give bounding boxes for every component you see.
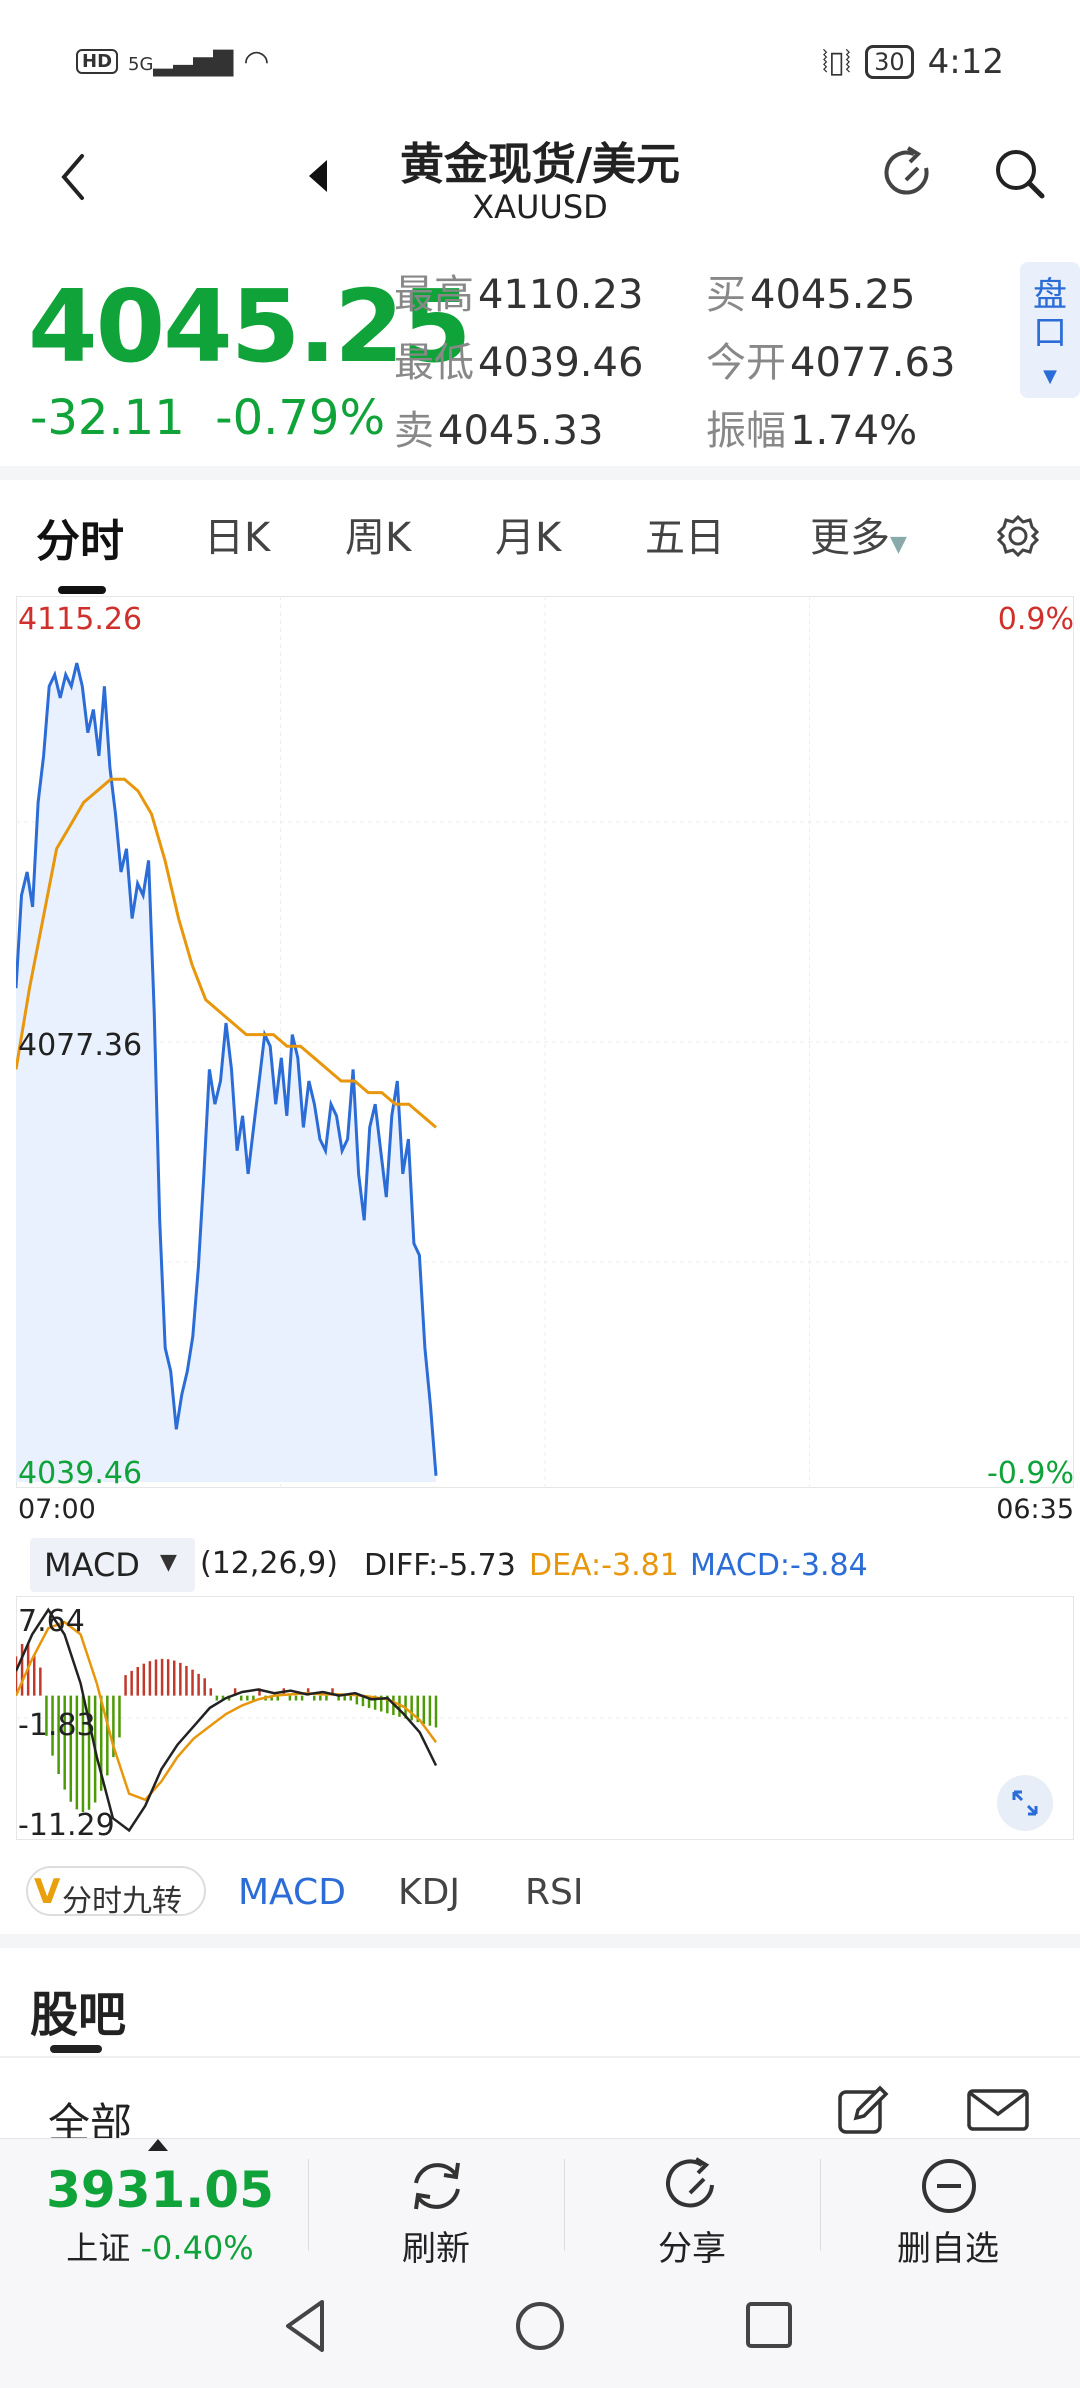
- macd-y-min: -11.29: [18, 1808, 115, 1843]
- signal-icon: 5G▂▃▅▇: [128, 46, 234, 77]
- tab-intraday[interactable]: 分时: [36, 516, 124, 567]
- tab-monthly-k[interactable]: 月K: [495, 515, 562, 561]
- nav-home-icon[interactable]: [514, 2300, 566, 2352]
- divider: [0, 466, 1080, 480]
- buy-field: 买 4045.25: [706, 272, 916, 318]
- price-change: -32.11 -0.79%: [30, 390, 385, 446]
- tab-daily-k[interactable]: 日K: [204, 515, 271, 561]
- dropdown-icon: ▼: [890, 532, 907, 557]
- macd-chart[interactable]: [16, 1596, 1074, 1840]
- caret-down-icon: ▼: [1043, 366, 1057, 387]
- chart-area[interactable]: 4115.26 4077.36 4039.46 0.9% -0.9% 07:00…: [0, 596, 1080, 1856]
- amplitude-field: 振幅 1.74%: [706, 408, 918, 454]
- y-min-label: 4039.46: [18, 1456, 143, 1491]
- guba-title[interactable]: 股吧: [30, 1987, 127, 2043]
- macd-diff: DIFF:-5.73: [364, 1548, 516, 1583]
- y-max-label: 4115.26: [18, 602, 143, 637]
- time-start-label: 07:00: [18, 1494, 96, 1525]
- change-value: -32.11: [30, 390, 185, 446]
- status-bar: HD 5G▂▃▅▇ ◠ ⦚▯⦚ 30 4:12: [0, 0, 1080, 120]
- refresh-button[interactable]: 刷新: [310, 2139, 562, 2269]
- nav-recents-icon[interactable]: [744, 2300, 794, 2350]
- macd-value: MACD:-3.84: [690, 1548, 868, 1583]
- status-right: ⦚▯⦚ 30 4:12: [822, 42, 1004, 82]
- refresh-icon: [414, 2162, 460, 2210]
- high-field: 最高 4110.23: [394, 272, 644, 318]
- index-ticker[interactable]: 3931.05 上证 -0.40%: [0, 2139, 306, 2269]
- guba-tab-indicator: [50, 2045, 102, 2053]
- y-mid-label: 4077.36: [18, 1028, 143, 1063]
- search-icon[interactable]: [990, 144, 1050, 204]
- share-refresh-icon[interactable]: [878, 144, 938, 204]
- pct-min-label: -0.9%: [986, 1456, 1074, 1491]
- nav-back-icon[interactable]: [282, 2298, 330, 2354]
- tab-more[interactable]: 更多▼: [810, 515, 907, 561]
- minus-circle-icon: [922, 2159, 976, 2213]
- macd-params: (12,26,9): [200, 1546, 338, 1581]
- page-title: 黄金现货/美元: [399, 139, 681, 190]
- change-percent: -0.79%: [215, 390, 386, 446]
- vibrate-icon: ⦚▯⦚: [822, 44, 852, 80]
- system-nav-bar: [0, 2268, 1080, 2388]
- indicator-tab-rsi[interactable]: RSI: [525, 1872, 584, 1913]
- dropdown-icon: ▼: [160, 1550, 177, 1575]
- divider: [564, 2159, 565, 2251]
- back-icon[interactable]: [56, 150, 90, 204]
- open-field: 今开 4077.63: [706, 340, 956, 386]
- macd-y-max: 7.64: [18, 1604, 85, 1639]
- caret-up-icon: [148, 2139, 168, 2151]
- pankou-button[interactable]: 盘口 ▼: [1020, 262, 1080, 398]
- header: 黄金现货/美元 XAUUSD: [0, 120, 1080, 260]
- tab-weekly-k[interactable]: 周K: [345, 515, 412, 561]
- settings-icon[interactable]: [996, 514, 1040, 558]
- diff-line: [16, 1607, 438, 1833]
- remove-watchlist-button[interactable]: 删自选: [822, 2139, 1074, 2269]
- wifi-icon: ◠: [243, 44, 270, 79]
- divider: [0, 1934, 1080, 1948]
- time-end-label: 06:35: [996, 1494, 1074, 1525]
- expand-icon[interactable]: [996, 1774, 1054, 1832]
- indicator-tab-macd[interactable]: MACD: [238, 1872, 346, 1913]
- bottom-bar: 3931.05 上证 -0.40% 刷新 分享 删自选: [0, 2138, 1080, 2269]
- clock: 4:12: [927, 42, 1004, 82]
- macd-dea: DEA:-3.81: [529, 1548, 679, 1583]
- current-price: 4045.25: [28, 268, 471, 385]
- hd-icon: HD: [76, 49, 119, 74]
- divider: [820, 2159, 821, 2251]
- sell-field: 卖 4045.33: [394, 408, 604, 454]
- indicator-select[interactable]: MACD ▼: [30, 1538, 195, 1592]
- price-area: [16, 663, 436, 1482]
- pct-max-label: 0.9%: [997, 602, 1074, 637]
- price-line: [16, 662, 438, 1476]
- intraday-chart[interactable]: [16, 596, 1074, 1488]
- average-line: [16, 777, 437, 1129]
- share-button[interactable]: 分享: [566, 2139, 818, 2269]
- battery-icon: 30: [865, 45, 914, 79]
- symbol-code: XAUUSD: [472, 188, 608, 226]
- low-field: 最低 4039.46: [394, 340, 644, 386]
- macd-y-mid: -1.83: [18, 1708, 96, 1743]
- compose-icon[interactable]: [836, 2082, 892, 2138]
- mail-icon[interactable]: [966, 2086, 1030, 2134]
- prev-stock-icon[interactable]: [305, 156, 331, 196]
- divider: [0, 2056, 1080, 2058]
- status-left: HD 5G▂▃▅▇ ◠: [76, 44, 270, 79]
- share-icon: [666, 2157, 714, 2208]
- tab-five-day[interactable]: 五日: [645, 515, 725, 561]
- nine-turn-chip[interactable]: V 分时九转: [26, 1866, 206, 1919]
- v-badge-icon: V: [34, 1872, 61, 1912]
- divider: [308, 2159, 309, 2251]
- indicator-tab-kdj[interactable]: KDJ: [398, 1872, 460, 1913]
- active-tab-indicator: [58, 586, 106, 594]
